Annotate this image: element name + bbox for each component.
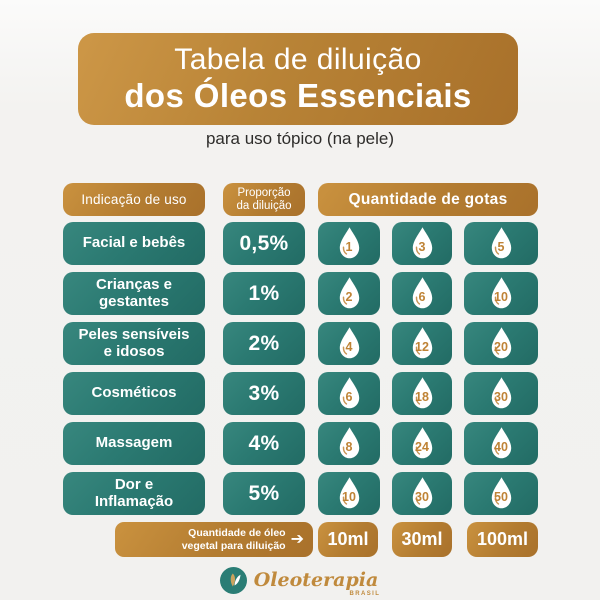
table-footer-row: Quantidade de óleo vegetal para diluição…	[63, 522, 538, 557]
drops-100ml-cell: 30	[464, 372, 538, 415]
table-header-row: Indicação de uso Proporção da diluição Q…	[63, 183, 538, 216]
drop-count: 1	[345, 240, 353, 254]
table-row: Cosméticos 3% 6 18 30	[63, 372, 538, 415]
drops-10ml-cell: 10	[318, 472, 380, 515]
percent-cell: 0,5%	[223, 222, 305, 265]
indication-cell: Peles sensíveis e idosos	[63, 322, 205, 365]
brand-logo: Oleoterapia BRASIL	[0, 567, 600, 598]
percent-cell: 1%	[223, 272, 305, 315]
drops-10ml-cell: 1	[318, 222, 380, 265]
drops-100ml-cell: 50	[464, 472, 538, 515]
drop-count: 4	[345, 340, 353, 354]
percent-cell: 3%	[223, 372, 305, 415]
drops-100ml-cell: 5	[464, 222, 538, 265]
dilution-table: Indicação de uso Proporção da diluição Q…	[63, 183, 538, 557]
percent-cell: 5%	[223, 472, 305, 515]
table-row: Dor e Inflamação 5% 10 30 50	[63, 472, 538, 515]
drop-count: 6	[418, 290, 426, 304]
drop-count: 10	[342, 490, 356, 504]
drops-30ml-cell: 6	[392, 272, 452, 315]
volume-10ml-cell: 10ml	[318, 522, 378, 557]
drop-count: 12	[415, 340, 429, 354]
indication-cell: Crianças e gestantes	[63, 272, 205, 315]
drops-10ml-cell: 4	[318, 322, 380, 365]
indication-cell: Facial e bebês	[63, 222, 205, 265]
title-line2: dos Óleos Essenciais	[124, 77, 472, 115]
drop-count: 10	[494, 290, 508, 304]
drop-count: 30	[415, 490, 429, 504]
drop-count: 8	[345, 440, 353, 454]
arrow-right-icon: ➔	[290, 530, 304, 548]
indication-cell: Cosméticos	[63, 372, 205, 415]
drops-100ml-cell: 40	[464, 422, 538, 465]
subtitle: para uso tópico (na pele)	[205, 129, 395, 148]
indication-cell: Dor e Inflamação	[63, 472, 205, 515]
drops-30ml-cell: 3	[392, 222, 452, 265]
title-banner: Tabela de diluição dos Óleos Essenciais	[78, 33, 518, 125]
footer-label-banner: Quantidade de óleo vegetal para diluição…	[115, 522, 313, 557]
table-row: Massagem 4% 8 24 40	[63, 422, 538, 465]
drops-30ml-cell: 12	[392, 322, 452, 365]
leaf-circle-icon	[219, 567, 247, 594]
drops-10ml-cell: 8	[318, 422, 380, 465]
drops-10ml-cell: 2	[318, 272, 380, 315]
drop-count: 6	[345, 390, 353, 404]
drop-count: 18	[415, 390, 429, 404]
drops-30ml-cell: 24	[392, 422, 452, 465]
drop-count: 2	[345, 290, 353, 304]
header-drops: Quantidade de gotas	[318, 183, 538, 216]
drops-10ml-cell: 6	[318, 372, 380, 415]
indication-cell: Massagem	[63, 422, 205, 465]
drop-count: 20	[494, 340, 508, 354]
drops-30ml-cell: 30	[392, 472, 452, 515]
table-row: Peles sensíveis e idosos 2% 4 12 20	[63, 322, 538, 365]
brand-name-text: Oleoterapia	[253, 569, 379, 591]
title-line1: Tabela de diluição	[174, 42, 422, 76]
header-indication: Indicação de uso	[63, 183, 205, 216]
brand-country: BRASIL	[349, 591, 381, 597]
brand-name: Oleoterapia BRASIL	[253, 569, 381, 598]
drop-count: 3	[418, 240, 426, 254]
drop-count: 24	[415, 440, 429, 454]
drops-100ml-cell: 20	[464, 322, 538, 365]
volume-100ml-cell: 100ml	[467, 522, 538, 557]
table-row: Facial e bebês 0,5% 1 3 5	[63, 222, 538, 265]
drops-100ml-cell: 10	[464, 272, 538, 315]
footer-label: Quantidade de óleo vegetal para diluição	[181, 527, 286, 552]
drops-30ml-cell: 18	[392, 372, 452, 415]
drop-count: 30	[494, 390, 508, 404]
volume-30ml-cell: 30ml	[392, 522, 452, 557]
drop-count: 40	[494, 440, 508, 454]
percent-cell: 4%	[223, 422, 305, 465]
header-proportion: Proporção da diluição	[223, 183, 305, 216]
percent-cell: 2%	[223, 322, 305, 365]
drop-count: 5	[497, 240, 505, 254]
drop-count: 50	[494, 490, 508, 504]
table-row: Crianças e gestantes 1% 2 6 10	[63, 272, 538, 315]
